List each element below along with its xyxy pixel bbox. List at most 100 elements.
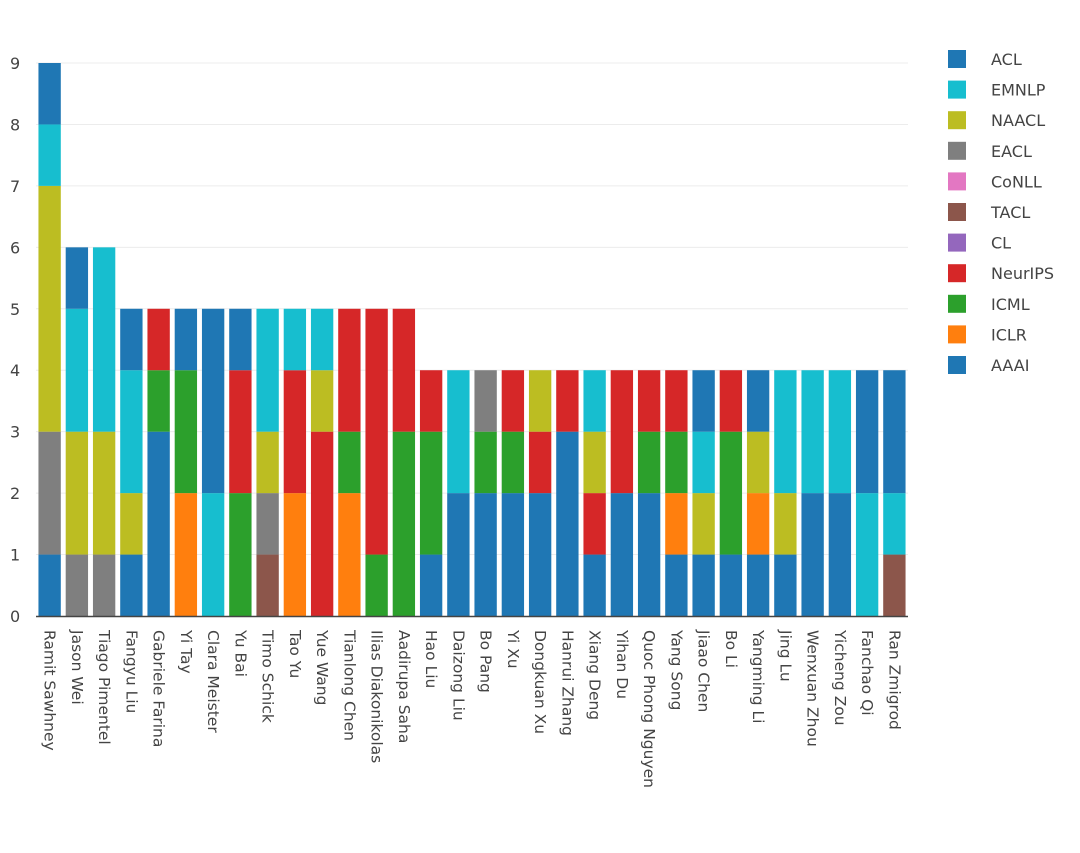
bar-segment-aaai-ramit-sawhney[interactable]: [38, 554, 61, 616]
bar-segment-aaai-daizong-liu[interactable]: [447, 493, 470, 616]
legend-item-cl[interactable]: CL: [948, 233, 1011, 253]
bar-segment-neurips-xiang-deng[interactable]: [583, 493, 606, 555]
bar-segment-iclr-yi-tay[interactable]: [174, 493, 198, 616]
bar-segment-acl-clara-meister[interactable]: [201, 308, 225, 494]
bar-segment-acl-yangming-li[interactable]: [746, 370, 770, 432]
bar-segment-aaai-xiang-deng[interactable]: [583, 554, 606, 616]
bar-segment-neurips-quoc-phong-nguyen[interactable]: [637, 370, 661, 432]
bar-segment-iclr-yangming-li[interactable]: [746, 493, 770, 555]
bar-segment-neurips-tao-yu[interactable]: [283, 370, 307, 494]
bar-segment-aaai-fangyu-liu[interactable]: [120, 554, 143, 616]
bar-segment-emnlp-timo-schick[interactable]: [256, 308, 279, 432]
bar-segment-naacl-dongkuan-xu[interactable]: [528, 370, 552, 432]
bar-segment-aaai-hao-liu[interactable]: [419, 554, 443, 616]
bar-segment-naacl-jason-wei[interactable]: [65, 431, 89, 555]
bar-segment-acl-jason-wei[interactable]: [65, 247, 89, 309]
legend-item-tacl[interactable]: TACL: [948, 203, 1030, 222]
bar-segment-neurips-aadirupa-saha[interactable]: [392, 308, 416, 432]
bar-segment-naacl-xiang-deng[interactable]: [583, 431, 606, 494]
bar-segment-neurips-yu-bai[interactable]: [229, 370, 252, 494]
bar-segment-neurips-bo-li[interactable]: [719, 370, 743, 432]
bar-segment-icml-hao-liu[interactable]: [419, 431, 443, 555]
bar-segment-emnlp-ramit-sawhney[interactable]: [38, 124, 61, 186]
bar-segment-naacl-tiago-pimentel[interactable]: [92, 431, 116, 555]
bar-segment-iclr-tianlong-chen[interactable]: [338, 493, 361, 616]
bar-segment-neurips-hao-liu[interactable]: [419, 370, 443, 432]
bar-segment-naacl-jing-lu[interactable]: [774, 493, 797, 555]
bar-segment-aaai-gabriele-farina[interactable]: [147, 431, 170, 616]
bar-segment-emnlp-yue-wang[interactable]: [310, 308, 334, 371]
bar-segment-icml-gabriele-farina[interactable]: [147, 370, 170, 432]
bar-segment-neurips-gabriele-farina[interactable]: [147, 308, 170, 371]
bar-segment-aaai-jiaao-chen[interactable]: [692, 554, 715, 616]
bar-segment-naacl-jiaao-chen[interactable]: [692, 493, 715, 555]
bar-segment-emnlp-tiago-pimentel[interactable]: [92, 247, 116, 432]
bar-segment-neurips-yang-song[interactable]: [665, 370, 688, 432]
bar-segment-naacl-yue-wang[interactable]: [310, 370, 334, 432]
bar-segment-aaai-quoc-phong-nguyen[interactable]: [637, 493, 661, 616]
bar-segment-eacl-jason-wei[interactable]: [65, 554, 89, 616]
bar-segment-emnlp-fangyu-liu[interactable]: [120, 370, 143, 494]
bar-segment-aaai-jing-lu[interactable]: [774, 554, 797, 616]
bar-segment-acl-yi-tay[interactable]: [174, 308, 198, 371]
bar-segment-icml-yi-tay[interactable]: [174, 370, 198, 494]
bar-segment-aaai-bo-li[interactable]: [719, 554, 743, 616]
bar-segment-acl-ran-zmigrod[interactable]: [883, 370, 906, 494]
bar-segment-emnlp-tao-yu[interactable]: [283, 308, 307, 371]
bar-segment-icml-quoc-phong-nguyen[interactable]: [637, 431, 661, 494]
bar-segment-emnlp-xiang-deng[interactable]: [583, 370, 606, 432]
bar-segment-icml-aadirupa-saha[interactable]: [392, 431, 416, 616]
bar-segment-aaai-hanrui-zhang[interactable]: [556, 431, 579, 616]
bar-segment-eacl-tiago-pimentel[interactable]: [92, 554, 116, 616]
bar-segment-icml-bo-li[interactable]: [719, 431, 743, 555]
bar-segment-iclr-tao-yu[interactable]: [283, 493, 307, 616]
bar-segment-aaai-dongkuan-xu[interactable]: [528, 493, 552, 616]
bar-segment-aaai-yangming-li[interactable]: [746, 554, 770, 616]
bar-segment-emnlp-jing-lu[interactable]: [774, 370, 797, 494]
bar-segment-iclr-yang-song[interactable]: [665, 493, 688, 555]
bar-segment-emnlp-daizong-liu[interactable]: [447, 370, 470, 494]
bar-segment-acl-yu-bai[interactable]: [229, 308, 252, 371]
bar-segment-icml-tianlong-chen[interactable]: [338, 431, 361, 494]
bar-segment-aaai-yihan-du[interactable]: [610, 493, 634, 616]
bar-segment-emnlp-wenxuan-zhou[interactable]: [801, 370, 824, 494]
bar-segment-neurips-yihan-du[interactable]: [610, 370, 634, 494]
bar-segment-tacl-ran-zmigrod[interactable]: [883, 554, 906, 616]
legend-item-neurips[interactable]: NeurIPS: [948, 264, 1054, 283]
legend-item-emnlp[interactable]: EMNLP: [948, 80, 1046, 100]
bar-segment-aaai-wenxuan-zhou[interactable]: [801, 493, 824, 616]
bar-segment-aaai-yicheng-zou[interactable]: [828, 493, 852, 616]
bar-segment-naacl-timo-schick[interactable]: [256, 431, 279, 494]
bar-segment-icml-yu-bai[interactable]: [229, 493, 252, 616]
legend-item-conll[interactable]: CoNLL: [948, 172, 1042, 191]
bar-segment-aaai-yang-song[interactable]: [665, 554, 688, 616]
legend-item-naacl[interactable]: NAACL: [948, 111, 1045, 130]
bar-segment-emnlp-ran-zmigrod[interactable]: [883, 493, 906, 555]
bar-segment-neurips-dongkuan-xu[interactable]: [528, 431, 552, 494]
legend-item-acl[interactable]: ACL: [948, 50, 1022, 69]
bar-segment-emnlp-fanchao-qi[interactable]: [855, 493, 879, 616]
legend[interactable]: ACL EMNLP NAACL EACL CoNLL TACL CL NeurIPS ICML I…: [948, 50, 1054, 375]
bar-segment-emnlp-yicheng-zou[interactable]: [828, 370, 852, 494]
bar-segment-naacl-fangyu-liu[interactable]: [120, 493, 143, 555]
bar-segment-neurips-tianlong-chen[interactable]: [338, 308, 361, 432]
bar-segment-icml-yi-xu[interactable]: [501, 431, 525, 494]
bar-segment-neurips-hanrui-zhang[interactable]: [556, 370, 579, 432]
bar-segment-tacl-timo-schick[interactable]: [256, 554, 279, 616]
bar-segment-icml-yang-song[interactable]: [665, 431, 688, 494]
legend-item-eacl[interactable]: EACL: [948, 141, 1032, 161]
bar-segment-acl-jiaao-chen[interactable]: [692, 370, 715, 432]
bar-segment-eacl-bo-pang[interactable]: [474, 370, 497, 432]
bar-segment-acl-fangyu-liu[interactable]: [120, 308, 143, 371]
bar-segment-icml-ilias-diakonikolas[interactable]: [365, 554, 388, 616]
legend-item-iclr[interactable]: ICLR: [948, 325, 1027, 344]
legend-item-icml[interactable]: ICML: [948, 294, 1030, 314]
bar-segment-acl-fanchao-qi[interactable]: [855, 370, 879, 494]
bar-segment-neurips-yue-wang[interactable]: [310, 431, 334, 616]
bar-segment-emnlp-jiaao-chen[interactable]: [692, 431, 715, 494]
bar-segment-aaai-yi-xu[interactable]: [501, 493, 525, 616]
bar-segment-emnlp-clara-meister[interactable]: [201, 493, 225, 616]
bar-segment-neurips-ilias-diakonikolas[interactable]: [365, 308, 388, 555]
bar-segment-icml-bo-pang[interactable]: [474, 431, 497, 494]
bar-segment-neurips-yi-xu[interactable]: [501, 370, 525, 432]
